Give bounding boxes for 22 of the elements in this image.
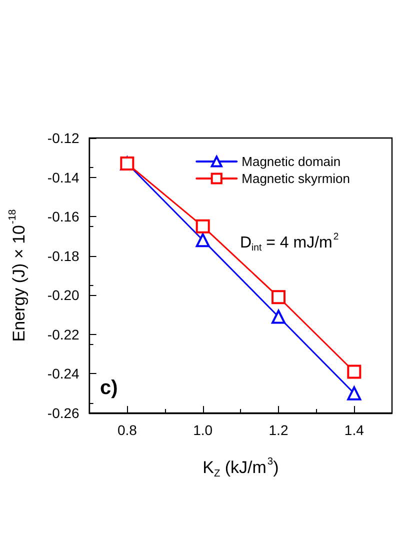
x-tick-label: 1.0 xyxy=(193,422,213,438)
y-tick-label: -0.20 xyxy=(47,287,80,304)
legend-label: Magnetic skyrmion xyxy=(242,171,350,186)
point xyxy=(272,310,286,324)
point xyxy=(347,364,362,379)
y-tick-label: -0.24 xyxy=(47,366,80,382)
y-axis-title: Energy (J) × 10-18 xyxy=(8,208,28,342)
x-tick-label: 1.2 xyxy=(268,422,288,438)
point xyxy=(347,386,362,400)
y-tick-label: -0.26 xyxy=(47,405,80,421)
annotation: c) xyxy=(100,377,118,399)
y-tick-label: -0.16 xyxy=(47,208,80,225)
y-tick-label: -0.22 xyxy=(47,326,80,342)
x-tick-label: 1.4 xyxy=(344,422,364,438)
x-tick-label: 0.8 xyxy=(117,422,138,438)
y-tick-label: -0.18 xyxy=(47,248,80,264)
legend-label: Magnetic domain xyxy=(242,154,341,169)
point xyxy=(196,219,210,234)
y-tick-label: -0.14 xyxy=(47,169,80,186)
point xyxy=(196,233,210,248)
point xyxy=(272,290,286,304)
y-tick-label: -0.12 xyxy=(47,130,80,146)
